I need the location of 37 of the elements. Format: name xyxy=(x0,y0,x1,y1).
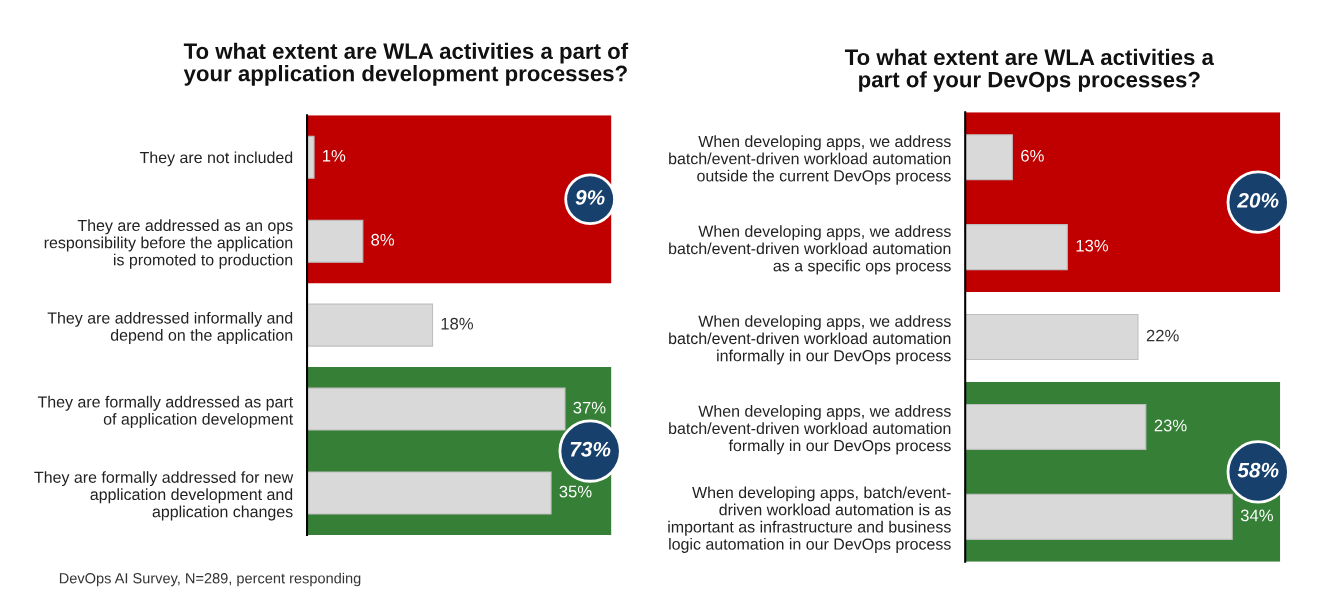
data-label: 35% xyxy=(559,485,592,498)
data-label: 23% xyxy=(1154,419,1187,432)
data-label: 37% xyxy=(573,401,606,414)
band-label: 9% xyxy=(575,190,605,205)
bar xyxy=(307,471,552,515)
y-tick-label: When developing apps, batch/event- driven workload automation is as important as infrastructure and business logic automation in our DevOps process xyxy=(668,486,951,553)
y-tick-label: When developing apps, we address batch/event-driven workload automation outside the current DevOps process xyxy=(669,135,951,185)
y-tick-label: When developing apps, we address batch/event-driven workload automation informally in our DevOps process xyxy=(669,315,951,365)
data-label: 1% xyxy=(323,150,346,162)
data-label: 22% xyxy=(1146,329,1179,342)
bar xyxy=(965,403,1147,450)
y-tick-label: They are addressed as an ops responsibility before the application is promoted to production xyxy=(44,219,293,269)
data-label: 34% xyxy=(1240,509,1273,522)
band-label: 73% xyxy=(570,441,611,457)
y-tick-label: They are formally addressed as part of application development xyxy=(37,395,294,428)
bar xyxy=(307,135,315,179)
data-label: 18% xyxy=(441,317,474,330)
text: DevOps AI Survey, N=289, percent responding xyxy=(59,572,361,587)
bar xyxy=(307,219,364,263)
data-label: 6% xyxy=(1021,149,1044,162)
data-label: 13% xyxy=(1076,239,1109,252)
bar xyxy=(307,303,434,347)
chart-title: To what extent are WLA activities a part of your DevOps processes? xyxy=(844,48,1215,92)
bar xyxy=(307,387,566,431)
bar xyxy=(965,134,1013,181)
y-tick-label: They are formally addressed for new application development and application changes xyxy=(34,471,294,521)
data-label: 8% xyxy=(371,233,395,246)
band-label: 20% xyxy=(1237,192,1279,208)
y-tick-label: They are addressed informally and depend on the application xyxy=(47,311,293,344)
band-label: 58% xyxy=(1237,462,1279,478)
bar xyxy=(965,224,1068,271)
bar xyxy=(965,313,1139,361)
chart-title: To what extent are WLA activities a part of your application development processes? xyxy=(183,42,629,86)
y-tick-label: When developing apps, we address batch/event-driven workload automation as a specific ops process xyxy=(669,225,951,275)
bar xyxy=(965,493,1233,540)
y-tick-label: When developing apps, we address batch/event-driven workload automation formally in our DevOps process xyxy=(669,405,951,455)
y-tick-label: They are not included xyxy=(139,151,293,167)
